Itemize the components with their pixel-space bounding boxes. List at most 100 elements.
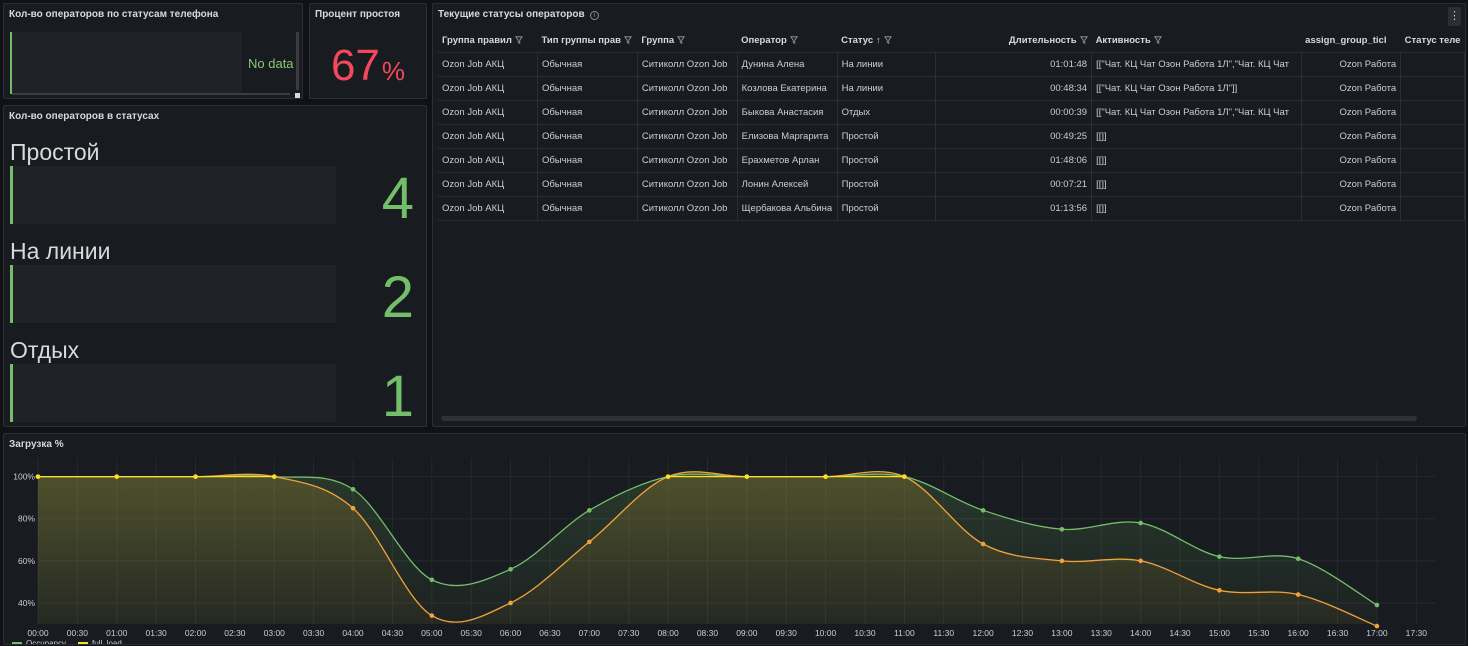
x-tick-label: 09:00 <box>736 628 758 638</box>
idle-percent-unit: % <box>381 56 406 86</box>
legend-swatch <box>12 642 22 644</box>
data-point[interactable] <box>508 566 513 572</box>
data-point[interactable] <box>508 600 513 606</box>
table-cell <box>1400 52 1465 77</box>
x-tick-label: 02:00 <box>185 628 207 638</box>
table-cell: Ozon Job АКЦ <box>438 148 538 173</box>
x-tick-label: 17:00 <box>1366 628 1388 638</box>
table-cell: Дунина Алена <box>737 52 838 77</box>
table-row[interactable]: Ozon Job АКЦ Обычная Ситиколл Ozon Job Быко… <box>438 100 1465 125</box>
filter-icon[interactable] <box>674 35 686 46</box>
column-header-label: Длительность <box>1008 35 1077 47</box>
filter-icon[interactable] <box>1151 35 1162 46</box>
x-tick-label: 10:00 <box>815 628 837 638</box>
data-point[interactable] <box>350 486 356 492</box>
panel-menu-button[interactable]: ⋮ <box>1448 7 1461 26</box>
x-tick-label: 16:00 <box>1288 628 1310 638</box>
data-point[interactable] <box>1217 554 1222 559</box>
column-header[interactable]: Группа правил <box>438 30 538 53</box>
data-point[interactable] <box>980 508 986 513</box>
table-row[interactable]: Ozon Job АКЦ Обычная Ситиколл Ozon Job Щерб… <box>438 196 1465 221</box>
panel-title[interactable]: Текущие статусы операторов <box>438 9 585 20</box>
column-header[interactable]: Группа <box>637 30 738 53</box>
table-cell: Обычная <box>537 52 638 77</box>
data-point[interactable] <box>980 541 986 547</box>
y-tick-label: 40% <box>18 598 35 608</box>
filter-icon[interactable] <box>1077 35 1088 46</box>
column-header[interactable]: Статус ↑ <box>837 30 936 53</box>
data-point[interactable] <box>1374 623 1380 629</box>
x-tick-label: 07:00 <box>579 628 601 638</box>
table-row[interactable]: Ozon Job АКЦ Обычная Ситиколл Ozon Job Козл… <box>438 76 1465 101</box>
x-tick-label: 11:00 <box>894 628 915 638</box>
data-point[interactable] <box>1059 558 1065 564</box>
table-row[interactable]: Ozon Job АКЦ Обычная Ситиколл Ozon Job Ерах… <box>438 148 1465 173</box>
filter-icon[interactable] <box>787 35 798 46</box>
x-tick-label: 13:00 <box>1051 628 1073 638</box>
data-point[interactable] <box>1138 520 1143 526</box>
column-header-label: Статус <box>841 35 874 47</box>
table-cell: Щербакова Альбина <box>737 196 838 221</box>
data-point[interactable] <box>1059 526 1065 532</box>
column-header-label: Группа <box>641 35 675 47</box>
data-point[interactable] <box>587 539 592 545</box>
x-tick-label: 15:30 <box>1248 628 1270 638</box>
legend-label[interactable]: Occupancy <box>26 639 66 645</box>
x-tick-label: 12:00 <box>972 628 994 638</box>
table-cell: Ozon Работа <box>1301 52 1402 77</box>
status-row-idle: Простой 4 <box>4 139 426 235</box>
sort-ascending-icon[interactable]: ↑ <box>876 35 881 46</box>
table-cell: Отдых <box>837 100 936 125</box>
info-icon[interactable]: i <box>590 11 599 20</box>
column-header-label: Активность <box>1095 35 1151 47</box>
table-row[interactable]: Ozon Job АКЦ Обычная Ситиколл Ozon Job Елиз… <box>438 124 1465 149</box>
panel-title[interactable]: Процент простоя <box>315 9 401 20</box>
filter-icon[interactable] <box>512 35 523 46</box>
data-point[interactable] <box>1217 588 1222 593</box>
resize-handle[interactable] <box>295 93 300 98</box>
x-tick-label: 16:30 <box>1327 628 1349 638</box>
table-cell <box>1400 196 1465 221</box>
table-cell: 01:48:06 <box>935 148 1093 173</box>
table-cell <box>1400 124 1465 149</box>
data-point[interactable] <box>1138 558 1143 564</box>
data-point[interactable] <box>1295 592 1301 597</box>
table-cell <box>1400 172 1465 197</box>
legend-label[interactable]: full_load <box>92 639 122 645</box>
column-header[interactable]: Оператор <box>737 30 838 53</box>
column-header[interactable]: Активность <box>1091 30 1302 53</box>
horizontal-scrollbar[interactable] <box>12 93 290 95</box>
status-label: На линии <box>10 238 111 264</box>
column-header[interactable]: Статус теле <box>1400 30 1465 53</box>
data-point[interactable] <box>350 505 356 511</box>
x-tick-label: 06:30 <box>539 628 561 638</box>
table-cell: 00:00:39 <box>935 100 1093 125</box>
horizontal-scrollbar[interactable] <box>441 416 1417 421</box>
filter-icon[interactable] <box>621 35 632 46</box>
status-bar <box>10 265 336 323</box>
table-cell: Ozon Работа <box>1301 124 1402 149</box>
data-point[interactable] <box>1295 556 1301 562</box>
table-cell: [[]] <box>1091 148 1302 173</box>
table-row[interactable]: Ozon Job АКЦ Обычная Ситиколл Ozon Job Дуни… <box>438 52 1465 77</box>
data-point[interactable] <box>429 613 435 618</box>
filter-icon[interactable] <box>881 35 892 46</box>
column-header[interactable]: assign_group_ticl <box>1301 30 1401 53</box>
status-count: 1 <box>381 364 414 427</box>
panel-title[interactable]: Кол-во операторов в статусах <box>9 111 160 122</box>
table-row[interactable]: Ozon Job АКЦ Обычная Ситиколл Ozon Job Лони… <box>438 172 1465 197</box>
table-cell: Ozon Работа <box>1301 148 1402 173</box>
panel-title[interactable]: Загрузка % <box>9 439 64 450</box>
status-bar <box>10 364 336 422</box>
panel-title[interactable]: Кол-во операторов по статусам телефона <box>9 9 219 20</box>
data-point[interactable] <box>1374 602 1380 608</box>
table-header-row: Группа правил Тип группы прав Группа Операт… <box>438 30 1465 53</box>
column-header[interactable]: Тип группы прав <box>537 30 638 53</box>
x-tick-label: 13:30 <box>1091 628 1113 638</box>
x-tick-label: 08:30 <box>697 628 719 638</box>
table-cell <box>1400 100 1465 125</box>
data-point[interactable] <box>587 508 592 513</box>
column-header[interactable]: Длительность <box>935 30 1092 53</box>
vertical-scrollbar[interactable] <box>296 32 299 90</box>
data-point[interactable] <box>429 577 435 583</box>
